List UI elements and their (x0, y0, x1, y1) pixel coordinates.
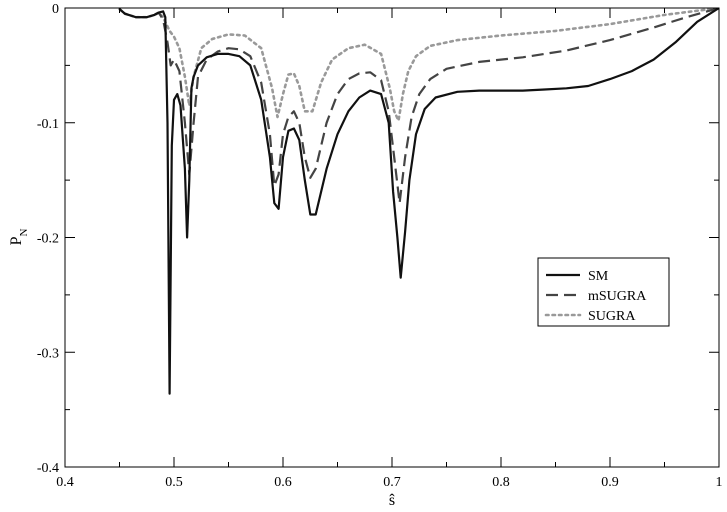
y-tick-label: 0 (52, 2, 59, 17)
series-line-sugra (118, 8, 719, 122)
plot-area (65, 8, 719, 467)
y-tick-label: -0.1 (37, 117, 59, 132)
legend-label-sugra: SUGRA (588, 309, 636, 324)
legend-label-sm: SM (588, 269, 609, 284)
x-tick-label: 1 (716, 475, 723, 490)
y-tick-label: -0.4 (37, 461, 59, 476)
x-tick-label: 0.9 (601, 475, 619, 490)
x-tick-label: 0.7 (383, 475, 401, 490)
x-axis-label: ŝ (389, 492, 395, 509)
x-axis: 0.4 0.5 0.6 0.7 0.8 0.9 1 (56, 8, 723, 490)
series-line-msugra (118, 8, 719, 205)
y-axis-label-group: PN (8, 229, 30, 246)
y-axis-label-sub: N (18, 229, 30, 237)
x-tick-label: 0.6 (274, 475, 292, 490)
legend: SM mSUGRA SUGRA (537, 257, 670, 327)
y-axis-label: PN (8, 229, 30, 246)
y-axis: 0 -0.1 -0.2 -0.3 -0.4 (37, 2, 719, 476)
y-axis-label-main: P (8, 236, 25, 245)
x-tick-label: 0.5 (165, 475, 183, 490)
y-tick-label: -0.3 (37, 346, 59, 361)
series-layer (118, 8, 719, 395)
series-line-sm (118, 8, 719, 395)
legend-label-msugra: mSUGRA (588, 289, 647, 304)
x-tick-label: 0.8 (492, 475, 510, 490)
y-tick-label: -0.2 (37, 232, 59, 247)
x-tick-label: 0.4 (56, 475, 74, 490)
